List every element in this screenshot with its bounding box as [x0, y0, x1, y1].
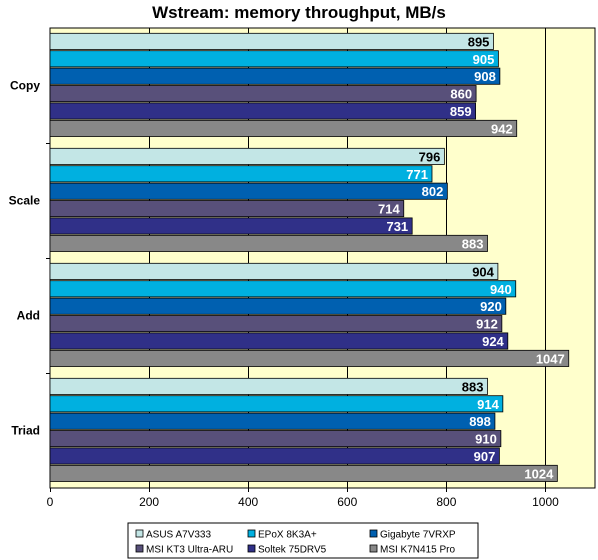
legend-swatch-4: [247, 544, 256, 553]
data-label-copy-2: 908: [474, 69, 496, 84]
data-label-triad-1: 914: [477, 397, 499, 412]
x-tick-label-800: 800: [436, 495, 456, 509]
data-label-copy-1: 905: [473, 52, 495, 67]
bar-add-1: [49, 280, 517, 298]
data-label-add-3: 912: [476, 317, 498, 332]
data-label-add-4: 924: [482, 334, 504, 349]
x-tick-label-0: 0: [47, 495, 54, 509]
legend-swatch-1: [247, 529, 256, 538]
data-label-scale-4: 731: [386, 219, 408, 234]
legend-swatch-0: [135, 529, 144, 538]
data-label-copy-0: 895: [468, 34, 490, 49]
data-label-triad-0: 883: [462, 379, 484, 394]
chart-title: Wstream: memory throughput, MB/s: [152, 3, 446, 22]
x-tick-label-200: 200: [139, 495, 159, 509]
data-label-scale-3: 714: [378, 202, 400, 217]
data-label-triad-2: 898: [469, 414, 491, 429]
bar-scale-5: [49, 234, 488, 252]
bar-triad-1: [49, 395, 504, 413]
data-label-scale-2: 802: [422, 184, 444, 199]
data-label-add-2: 920: [480, 299, 502, 314]
legend-swatch-5: [369, 544, 378, 553]
bar-triad-2: [49, 412, 496, 430]
bar-add-2: [49, 297, 507, 315]
data-label-add-5: 1047: [536, 351, 565, 366]
legend-label-4: Soltek 75DRV5: [258, 545, 327, 556]
x-tick-label-1000: 1000: [532, 495, 559, 509]
data-label-copy-3: 860: [450, 87, 472, 102]
legend-label-0: ASUS A7V333: [146, 530, 211, 541]
bar-copy-1: [49, 50, 499, 68]
bar-scale-2: [49, 182, 448, 200]
bar-scale-1: [49, 165, 433, 183]
data-label-copy-4: 859: [450, 104, 472, 119]
legend-label-2: Gigabyte 7VRXP: [380, 530, 456, 541]
data-label-scale-5: 883: [462, 236, 484, 251]
legend-swatch-2: [369, 529, 378, 538]
bar-add-3: [49, 315, 503, 333]
bar-add-4: [49, 332, 509, 350]
bar-scale-4: [49, 217, 413, 235]
bar-scale-0: [49, 147, 445, 165]
bar-copy-2: [49, 67, 501, 85]
data-label-add-1: 940: [490, 282, 512, 297]
legend-swatch-3: [135, 544, 144, 553]
category-label-copy: Copy: [10, 79, 40, 93]
bar-triad-4: [49, 447, 500, 465]
data-label-scale-0: 796: [419, 149, 441, 164]
bar-triad-0: [49, 377, 488, 395]
data-label-copy-5: 942: [491, 121, 513, 136]
bar-copy-3: [49, 85, 477, 103]
legend: ASUS A7V333 EPoX 8K3A+ Gigabyte 7VRXP MSI K…: [127, 522, 479, 559]
data-label-scale-1: 771: [406, 167, 428, 182]
category-label-triad: Triad: [11, 424, 40, 438]
bar-scale-3: [49, 200, 405, 218]
x-tick-label-600: 600: [337, 495, 357, 509]
bar-copy-4: [49, 102, 476, 120]
x-tick-label-400: 400: [238, 495, 258, 509]
bar-add-0: [49, 262, 499, 280]
legend-label-3: MSI KT3 Ultra-ARU: [146, 545, 233, 556]
data-label-add-0: 904: [472, 264, 494, 279]
legend-label-5: MSI K7N415 Pro: [380, 545, 455, 556]
category-label-scale: Scale: [9, 194, 41, 208]
bar-triad-5: [49, 464, 558, 482]
legend-label-1: EPoX 8K3A+: [258, 530, 317, 541]
data-label-triad-4: 907: [474, 449, 496, 464]
category-label-add: Add: [17, 309, 40, 323]
bar-add-5: [49, 349, 570, 367]
bar-triad-3: [49, 430, 502, 448]
bar-copy-0: [49, 32, 494, 50]
data-label-triad-3: 910: [475, 432, 497, 447]
data-label-triad-5: 1024: [524, 466, 554, 481]
legend-box: [127, 522, 479, 559]
bar-copy-5: [49, 119, 518, 137]
